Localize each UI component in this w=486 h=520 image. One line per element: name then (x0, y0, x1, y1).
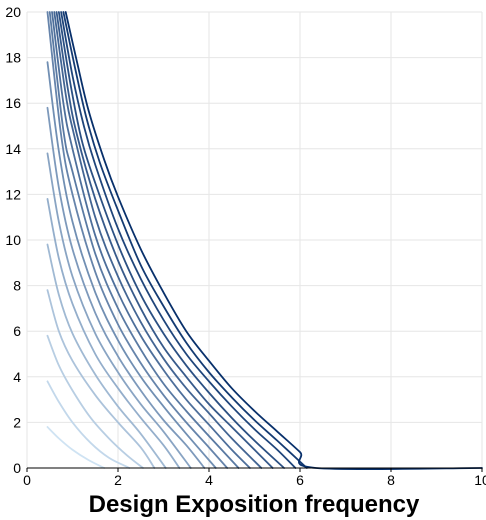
series-line-5 (46, 243, 167, 469)
x-tick-label: 10 (474, 472, 486, 488)
series-line-16 (60, 11, 297, 469)
series-line-7 (46, 152, 192, 469)
y-tick-label: 6 (13, 323, 21, 339)
series-line-6 (46, 198, 181, 469)
x-tick-label: 2 (114, 472, 122, 488)
y-tick-label: 0 (13, 460, 21, 476)
x-tick-label: 4 (205, 472, 213, 488)
y-tick-label: 16 (5, 95, 21, 111)
series-line-11 (48, 11, 240, 469)
y-tick-label: 8 (13, 278, 21, 294)
series-line-1 (46, 426, 106, 469)
x-tick-label: 0 (23, 472, 31, 488)
x-axis-title: Design Exposition frequency (89, 491, 420, 518)
y-tick-label: 20 (5, 4, 21, 20)
series-layer (46, 11, 483, 471)
y-tick-label: 14 (5, 141, 21, 157)
series-line-13 (53, 11, 263, 469)
x-axis-ticks: 0 2 4 6 8 10 (23, 468, 486, 488)
series-line-9 (46, 61, 217, 469)
series-line-4 (46, 289, 156, 469)
series-line-18 (64, 11, 483, 471)
y-axis-ticks: 0 2 4 6 8 10 12 14 16 18 20 (5, 4, 21, 476)
series-line-8 (46, 106, 206, 469)
grid (26, 11, 483, 469)
y-tick-label: 18 (5, 50, 21, 66)
series-line-12 (51, 11, 251, 469)
series-line-2 (46, 380, 131, 469)
x-tick-label: 6 (296, 472, 304, 488)
series-line-10 (46, 11, 229, 469)
series-line-15 (57, 11, 285, 469)
y-tick-label: 2 (13, 414, 21, 430)
series-line-14 (55, 11, 274, 469)
series-line-3 (46, 334, 144, 469)
y-tick-label: 10 (5, 232, 21, 248)
y-tick-label: 12 (5, 186, 21, 202)
x-tick-label: 8 (387, 472, 395, 488)
series-line-17 (62, 11, 308, 469)
y-tick-label: 4 (13, 369, 21, 385)
